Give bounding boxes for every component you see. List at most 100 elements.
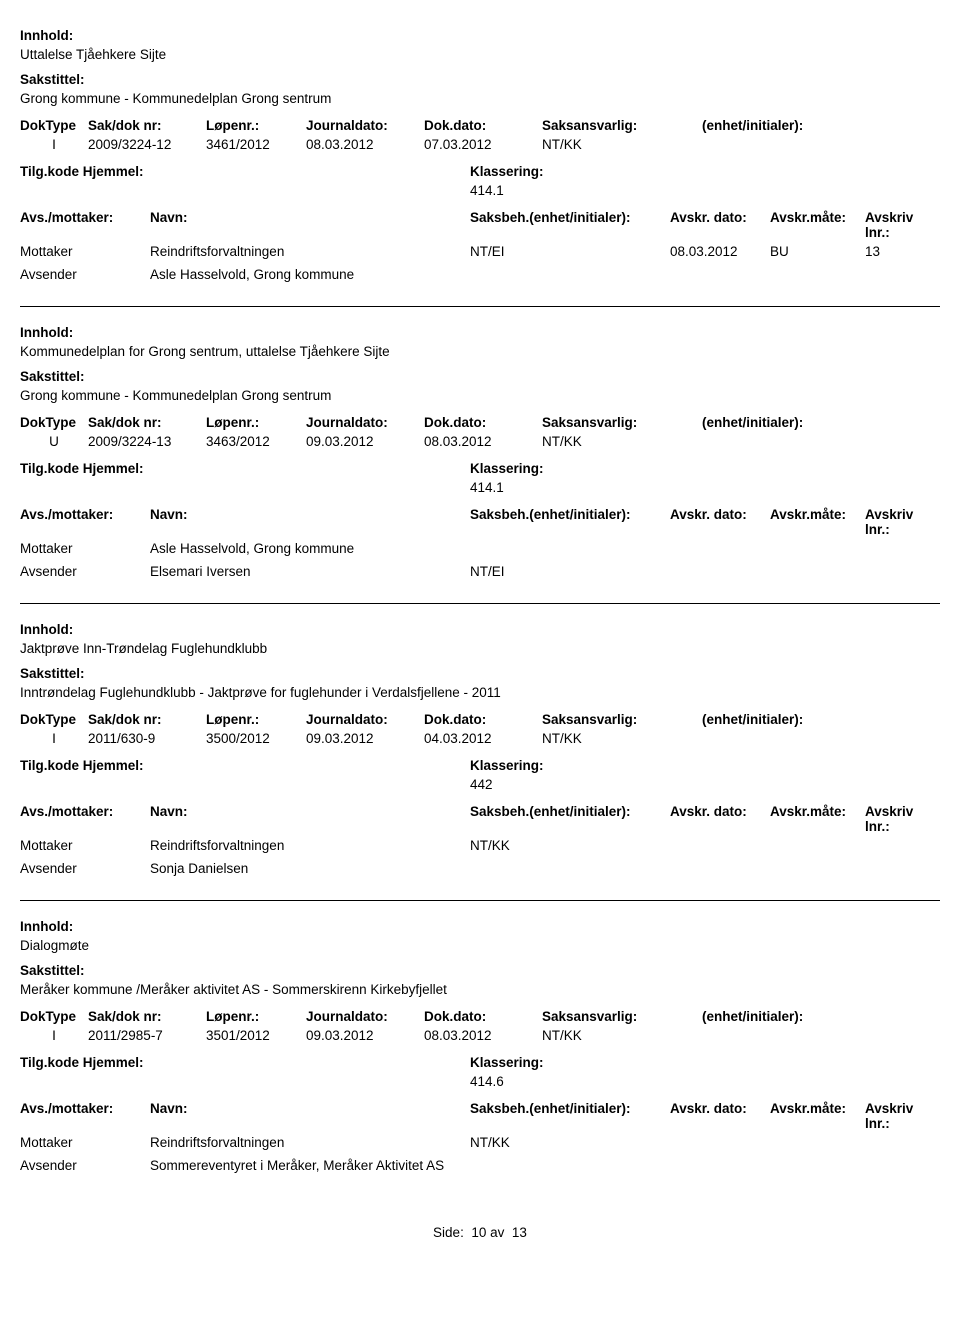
party-avskr-mate (770, 861, 865, 876)
col-dokdato: Dok.dato: (424, 1009, 542, 1024)
val-dokdato: 04.03.2012 (424, 731, 542, 746)
records-container: Innhold: Uttalelse Tjåehkere Sijte Sakst… (20, 10, 940, 1197)
innhold-label: Innhold: (20, 321, 940, 342)
party-role: Mottaker (20, 1135, 150, 1150)
col-klassering: Klassering: (470, 1055, 940, 1070)
val-dokdato: 08.03.2012 (424, 1028, 542, 1043)
meta-header-row: DokType Sak/dok nr: Løpenr.: Journaldato… (20, 1003, 940, 1026)
col-sakdok: Sak/dok nr: (88, 118, 206, 133)
col-avskr-dato: Avskr. dato: (670, 507, 770, 537)
party-saksbeh (470, 267, 670, 282)
col-klassering: Klassering: (470, 164, 940, 179)
val-sakdok: 2011/2985-7 (88, 1028, 206, 1043)
val-sakdok: 2009/3224-12 (88, 137, 206, 152)
pager-total: 13 (512, 1225, 527, 1240)
meta-header-row: DokType Sak/dok nr: Løpenr.: Journaldato… (20, 112, 940, 135)
col-avskriv-lnr: Avskriv lnr.: (865, 1101, 940, 1131)
meta-header-row: DokType Sak/dok nr: Løpenr.: Journaldato… (20, 706, 940, 729)
val-dokdato: 08.03.2012 (424, 434, 542, 449)
party-name: Asle Hasselvold, Grong kommune (150, 541, 470, 556)
party-saksbeh (470, 1158, 670, 1173)
val-journaldato: 09.03.2012 (306, 434, 424, 449)
klass-value-row: 414.1 (20, 181, 940, 204)
party-avskr-mate (770, 267, 865, 282)
sakstittel-label: Sakstittel: (20, 68, 940, 89)
col-tilg-hjemmel: Tilg.kode Hjemmel: (20, 758, 190, 773)
col-enhet: (enhet/initialer): (702, 415, 940, 430)
party-role: Avsender (20, 267, 150, 282)
val-klassering: 414.6 (470, 1074, 940, 1089)
party-role: Avsender (20, 861, 150, 876)
val-saksansvarlig: NT/KK (542, 1028, 702, 1043)
col-saksbeh: Saksbeh.(enhet/initialer): (470, 507, 670, 537)
col-navn: Navn: (150, 804, 470, 834)
col-avskriv-lnr: Avskriv lnr.: (865, 507, 940, 537)
val-journaldato: 09.03.2012 (306, 1028, 424, 1043)
col-saksbeh: Saksbeh.(enhet/initialer): (470, 804, 670, 834)
party-row: Mottaker Reindriftsforvaltningen NT/KK (20, 1133, 940, 1156)
party-avskr-lnr (865, 838, 940, 853)
innhold-label: Innhold: (20, 618, 940, 639)
col-saksansvarlig: Saksansvarlig: (542, 118, 702, 133)
party-saksbeh: NT/EI (470, 244, 670, 259)
val-saksansvarlig: NT/KK (542, 731, 702, 746)
col-tilg-hjemmel: Tilg.kode Hjemmel: (20, 461, 190, 476)
party-avskr-dato (670, 564, 770, 579)
col-saksansvarlig: Saksansvarlig: (542, 712, 702, 727)
party-avskr-lnr: 13 (865, 244, 940, 259)
party-row: Avsender Asle Hasselvold, Grong kommune (20, 265, 940, 288)
party-avskr-mate (770, 541, 865, 556)
meta-value-row: I 2009/3224-12 3461/2012 08.03.2012 07.0… (20, 135, 940, 158)
innhold-value: Dialogmøte (20, 936, 940, 959)
col-klassering: Klassering: (470, 461, 940, 476)
klass-header-row: Tilg.kode Hjemmel: Klassering: (20, 158, 940, 181)
col-avskr-dato: Avskr. dato: (670, 1101, 770, 1131)
col-avskr-mate: Avskr.måte: (770, 1101, 865, 1131)
party-header-row: Avs./mottaker: Navn: Saksbeh.(enhet/init… (20, 1095, 940, 1133)
col-tilg-hjemmel: Tilg.kode Hjemmel: (20, 1055, 190, 1070)
col-lopenr: Løpenr.: (206, 712, 306, 727)
party-avskr-dato (670, 267, 770, 282)
col-avskriv-lnr: Avskriv lnr.: (865, 804, 940, 834)
pager-av-label: av (490, 1225, 504, 1240)
sakstittel-value: Meråker kommune /Meråker aktivitet AS - … (20, 980, 940, 1003)
party-name: Asle Hasselvold, Grong kommune (150, 267, 470, 282)
party-avskr-mate (770, 1158, 865, 1173)
party-avskr-mate (770, 1135, 865, 1150)
col-doktype: DokType (20, 118, 88, 133)
col-enhet: (enhet/initialer): (702, 712, 940, 727)
party-avskr-dato (670, 1135, 770, 1150)
party-role: Mottaker (20, 838, 150, 853)
party-name: Reindriftsforvaltningen (150, 838, 470, 853)
party-header-row: Avs./mottaker: Navn: Saksbeh.(enhet/init… (20, 501, 940, 539)
party-avskr-lnr (865, 267, 940, 282)
col-saksansvarlig: Saksansvarlig: (542, 415, 702, 430)
col-navn: Navn: (150, 507, 470, 537)
party-row: Avsender Sommereventyret i Meråker, Merå… (20, 1156, 940, 1179)
val-saksansvarlig: NT/KK (542, 137, 702, 152)
col-klassering: Klassering: (470, 758, 940, 773)
col-journaldato: Journaldato: (306, 118, 424, 133)
col-journaldato: Journaldato: (306, 415, 424, 430)
meta-value-row: U 2009/3224-13 3463/2012 09.03.2012 08.0… (20, 432, 940, 455)
party-header-row: Avs./mottaker: Navn: Saksbeh.(enhet/init… (20, 798, 940, 836)
innhold-value: Kommunedelplan for Grong sentrum, uttale… (20, 342, 940, 365)
party-row: Avsender Sonja Danielsen (20, 859, 940, 882)
val-saksansvarlig: NT/KK (542, 434, 702, 449)
party-role: Avsender (20, 564, 150, 579)
col-avs-mottaker: Avs./mottaker: (20, 507, 150, 537)
party-saksbeh (470, 541, 670, 556)
meta-value-row: I 2011/630-9 3500/2012 09.03.2012 04.03.… (20, 729, 940, 752)
col-doktype: DokType (20, 415, 88, 430)
sakstittel-value: Grong kommune - Kommunedelplan Grong sen… (20, 386, 940, 409)
pager: Side: 10 av 13 (20, 1197, 940, 1240)
pager-page: 10 (471, 1225, 486, 1240)
meta-header-row: DokType Sak/dok nr: Løpenr.: Journaldato… (20, 409, 940, 432)
col-saksbeh: Saksbeh.(enhet/initialer): (470, 1101, 670, 1131)
sakstittel-value: Grong kommune - Kommunedelplan Grong sen… (20, 89, 940, 112)
col-sakdok: Sak/dok nr: (88, 415, 206, 430)
record: Innhold: Dialogmøte Sakstittel: Meråker … (20, 901, 940, 1197)
val-dokdato: 07.03.2012 (424, 137, 542, 152)
col-lopenr: Løpenr.: (206, 415, 306, 430)
record: Innhold: Kommunedelplan for Grong sentru… (20, 307, 940, 604)
